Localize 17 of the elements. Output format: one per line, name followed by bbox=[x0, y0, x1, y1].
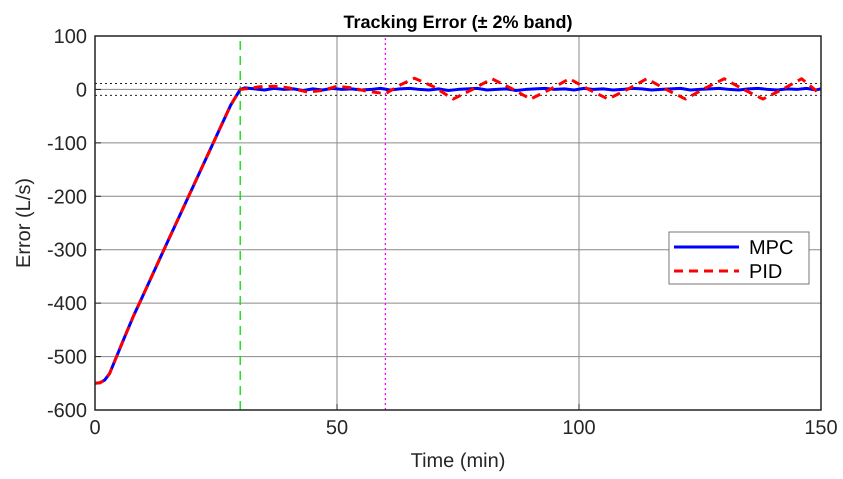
y-tick-label: 0 bbox=[76, 79, 87, 102]
y-tick-label: 100 bbox=[54, 26, 87, 48]
x-axis-title: Time (min) bbox=[410, 450, 506, 472]
y-tick-label: -600 bbox=[46, 400, 87, 422]
x-tick-label: 150 bbox=[804, 417, 838, 439]
y-tick-label: -100 bbox=[46, 132, 87, 155]
x-tick-label: 0 bbox=[89, 417, 101, 439]
y-tick-label: -200 bbox=[46, 186, 87, 208]
chart-title: Tracking Error (± 2% band) bbox=[344, 12, 572, 32]
y-tick-label: -300 bbox=[46, 240, 87, 262]
y-tick-label: -500 bbox=[46, 346, 87, 369]
x-tick-label: 50 bbox=[326, 417, 348, 439]
y-tick-label: -400 bbox=[46, 293, 87, 316]
legend-label: MPC bbox=[749, 237, 794, 259]
y-axis-title: Error (L/s) bbox=[13, 178, 35, 268]
x-tick-label: 100 bbox=[562, 417, 596, 439]
legend-label: PID bbox=[749, 261, 782, 283]
